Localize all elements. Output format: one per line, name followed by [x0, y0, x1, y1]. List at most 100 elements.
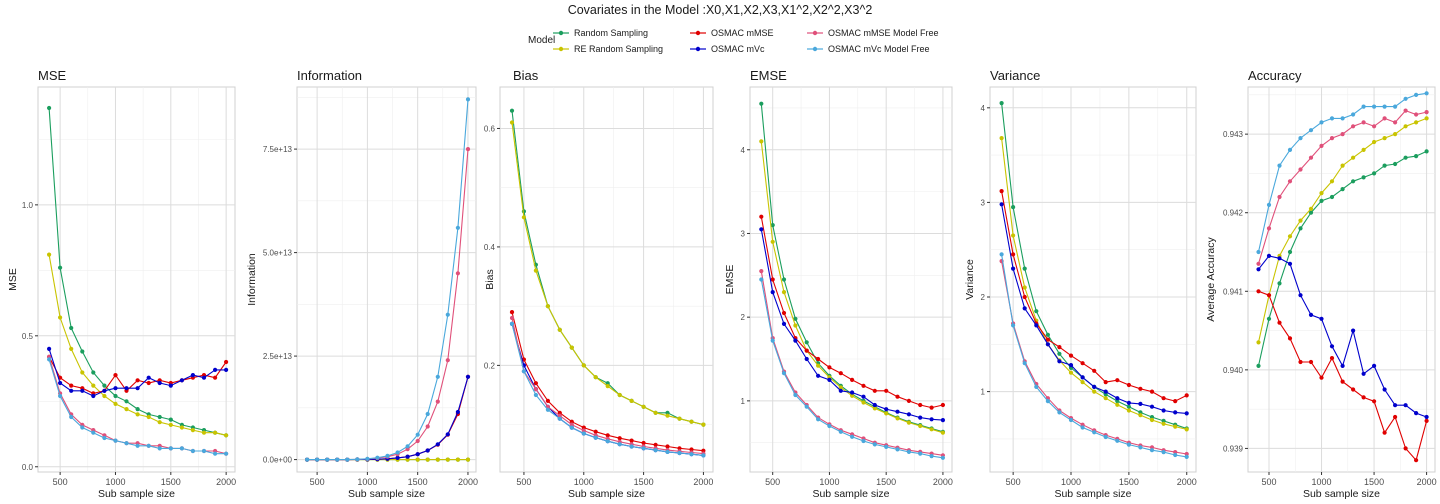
data-point [1382, 163, 1387, 168]
x-tick-label: 1000 [105, 477, 125, 487]
data-point [1351, 179, 1356, 184]
data-point [1161, 418, 1166, 423]
y-axis-label: Bias [484, 269, 496, 289]
x-tick-label: 1500 [634, 477, 654, 487]
data-point [617, 442, 622, 447]
data-point [455, 457, 460, 462]
data-point [1424, 110, 1429, 115]
data-point [1184, 454, 1189, 459]
data-point [1308, 312, 1314, 317]
data-point [1277, 281, 1282, 286]
data-point [1034, 309, 1039, 314]
data-point [91, 393, 96, 399]
data-point [445, 358, 450, 363]
legend-key-icon [553, 46, 569, 52]
data-point [1393, 161, 1398, 167]
data-point [509, 321, 515, 326]
data-point [355, 457, 360, 462]
data-point [940, 455, 946, 460]
x-tick-label: 2000 [693, 477, 713, 487]
data-point [1287, 147, 1293, 152]
data-point [641, 404, 646, 409]
data-point [113, 401, 118, 406]
x-tick-label: 1500 [408, 477, 428, 487]
data-point [581, 431, 586, 436]
data-point [629, 438, 634, 443]
data-point [1393, 403, 1398, 408]
data-point [1080, 361, 1085, 366]
data-point [1393, 104, 1398, 109]
data-point [1092, 368, 1097, 373]
data-point [677, 446, 682, 451]
data-point [838, 371, 843, 376]
data-point [770, 290, 775, 295]
data-point [521, 215, 527, 220]
legend-title: Model [528, 35, 556, 46]
data-point [1340, 379, 1345, 384]
data-point [884, 444, 889, 449]
data-point [465, 97, 471, 102]
data-point [1266, 226, 1272, 231]
data-point [593, 375, 598, 380]
data-point [872, 388, 877, 393]
data-point [653, 410, 658, 415]
data-point [1329, 356, 1335, 361]
data-point [804, 348, 809, 353]
data-point [816, 417, 821, 422]
data-point [405, 457, 410, 462]
data-point [91, 383, 96, 388]
data-point [593, 435, 598, 440]
data-point [1161, 421, 1166, 426]
data-point [1256, 267, 1261, 272]
data-point [793, 392, 798, 398]
data-point [1115, 438, 1120, 443]
data-point [365, 456, 370, 461]
y-tick-label: 0.0 [22, 463, 34, 472]
y-axis-label: MSE [7, 268, 19, 291]
data-point [69, 414, 74, 420]
data-point [415, 457, 420, 462]
data-point [665, 413, 670, 418]
data-point [557, 413, 562, 418]
data-point [1011, 252, 1016, 257]
data-point [213, 451, 218, 456]
data-point [1011, 266, 1016, 271]
y-tick-label: 0.941 [1223, 287, 1244, 296]
data-point [895, 416, 900, 421]
y-tick-label: 0.942 [1223, 209, 1244, 218]
x-tick-label: 500 [765, 477, 780, 487]
data-point [1011, 323, 1016, 328]
data-point [593, 429, 598, 434]
data-point [1340, 363, 1345, 368]
data-point [1256, 363, 1261, 368]
data-point [305, 457, 310, 462]
y-tick-label: 0.0e+00 [263, 456, 293, 465]
data-point [1173, 410, 1178, 415]
data-point [629, 398, 634, 403]
data-point [179, 378, 184, 383]
data-point [1184, 411, 1189, 416]
data-point [759, 277, 764, 282]
data-point [1057, 351, 1062, 356]
x-tick-label: 500 [1261, 477, 1276, 487]
data-point [884, 411, 889, 416]
data-point [1138, 445, 1143, 450]
data-point [1068, 417, 1074, 423]
data-point [861, 383, 866, 388]
data-point [213, 430, 218, 435]
data-point [1351, 124, 1356, 129]
data-point [1351, 328, 1356, 333]
data-point [569, 422, 574, 427]
data-point [201, 448, 207, 454]
data-point [124, 441, 129, 446]
data-point [1057, 410, 1062, 415]
data-point [1173, 452, 1178, 458]
y-axis-label: Average Accuracy [1205, 237, 1217, 322]
data-point [224, 367, 229, 372]
data-point [113, 386, 118, 391]
data-point [405, 447, 410, 452]
chart-panel: 500 1000 1500 2000 0.939 0.940 0.941 0.942 0.943… [1205, 68, 1437, 500]
data-point [701, 422, 706, 427]
data-point [1298, 293, 1303, 298]
